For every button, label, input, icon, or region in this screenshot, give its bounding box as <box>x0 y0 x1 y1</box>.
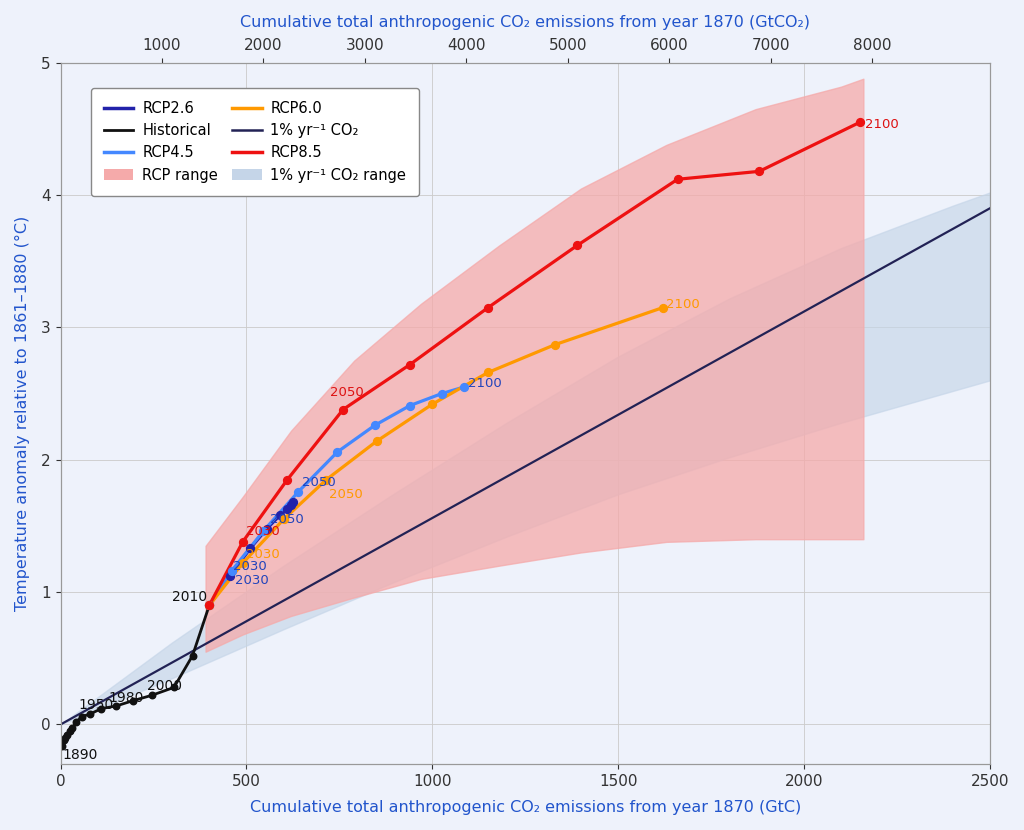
Point <box>61 725 78 738</box>
Point <box>54 739 71 752</box>
Text: 1890: 1890 <box>62 748 98 762</box>
Point <box>318 473 335 486</box>
Point <box>852 115 868 129</box>
Legend: RCP2.6, Historical, RCP4.5, RCP range, RCP6.0, 1% yr⁻¹ CO₂, RCP8.5, 1% yr⁻¹ CO₂ : RCP2.6, Historical, RCP4.5, RCP range, R… <box>91 88 420 196</box>
Text: 2030: 2030 <box>246 548 280 561</box>
Point <box>569 239 586 252</box>
Point <box>242 542 258 555</box>
Point <box>547 338 563 351</box>
Point <box>433 387 450 400</box>
X-axis label: Cumulative total anthropogenic CO₂ emissions from year 1870 (GtCO₂): Cumulative total anthropogenic CO₂ emiss… <box>241 15 810 30</box>
Text: 2030: 2030 <box>232 559 266 573</box>
Point <box>234 535 251 549</box>
Text: 2050: 2050 <box>330 488 364 501</box>
Point <box>330 445 346 458</box>
Point <box>285 496 301 509</box>
Point <box>55 734 72 747</box>
Text: 2050: 2050 <box>270 513 303 526</box>
Text: 2100: 2100 <box>468 377 502 390</box>
Point <box>367 419 383 432</box>
Text: 2030: 2030 <box>234 574 268 587</box>
Point <box>280 473 296 486</box>
Text: 1980: 1980 <box>109 691 144 705</box>
Point <box>223 564 240 578</box>
Point <box>480 301 497 315</box>
Text: 2050: 2050 <box>330 386 364 399</box>
Point <box>234 556 251 569</box>
Point <box>670 173 686 186</box>
Point <box>424 398 440 411</box>
Text: 2100: 2100 <box>667 298 700 310</box>
Text: 2000: 2000 <box>146 679 182 693</box>
Point <box>369 435 385 448</box>
Point <box>456 380 472 393</box>
Point <box>68 715 84 729</box>
Point <box>290 485 306 498</box>
Y-axis label: Temperature anomaly relative to 1861–1880 (°C): Temperature anomaly relative to 1861–188… <box>15 216 30 611</box>
Point <box>74 710 90 723</box>
Point <box>201 598 217 612</box>
Text: 1950: 1950 <box>79 698 114 711</box>
Point <box>401 399 418 413</box>
Text: 2010: 2010 <box>172 590 207 604</box>
Point <box>401 358 418 371</box>
Point <box>201 598 217 612</box>
Point <box>255 525 271 538</box>
Text: 2050: 2050 <box>302 476 336 489</box>
Point <box>271 509 288 522</box>
Point <box>201 598 217 612</box>
Point <box>65 722 81 735</box>
Point <box>752 164 768 178</box>
Point <box>201 598 217 612</box>
Point <box>259 522 275 535</box>
Point <box>59 729 76 742</box>
Point <box>201 598 217 612</box>
Point <box>109 700 125 713</box>
Text: 2100: 2100 <box>865 118 899 130</box>
Point <box>275 513 292 526</box>
Point <box>93 702 110 715</box>
Text: 2030: 2030 <box>246 525 280 538</box>
Point <box>166 681 182 694</box>
Point <box>82 707 98 720</box>
Point <box>283 498 299 511</box>
X-axis label: Cumulative total anthropogenic CO₂ emissions from year 1870 (GtC): Cumulative total anthropogenic CO₂ emiss… <box>250 800 801 815</box>
Point <box>280 502 296 515</box>
Point <box>125 694 141 707</box>
Point <box>57 731 74 745</box>
Point <box>335 403 351 416</box>
Point <box>480 366 497 379</box>
Point <box>221 569 238 583</box>
Point <box>143 689 160 702</box>
Point <box>654 301 671 315</box>
Point <box>184 649 201 662</box>
